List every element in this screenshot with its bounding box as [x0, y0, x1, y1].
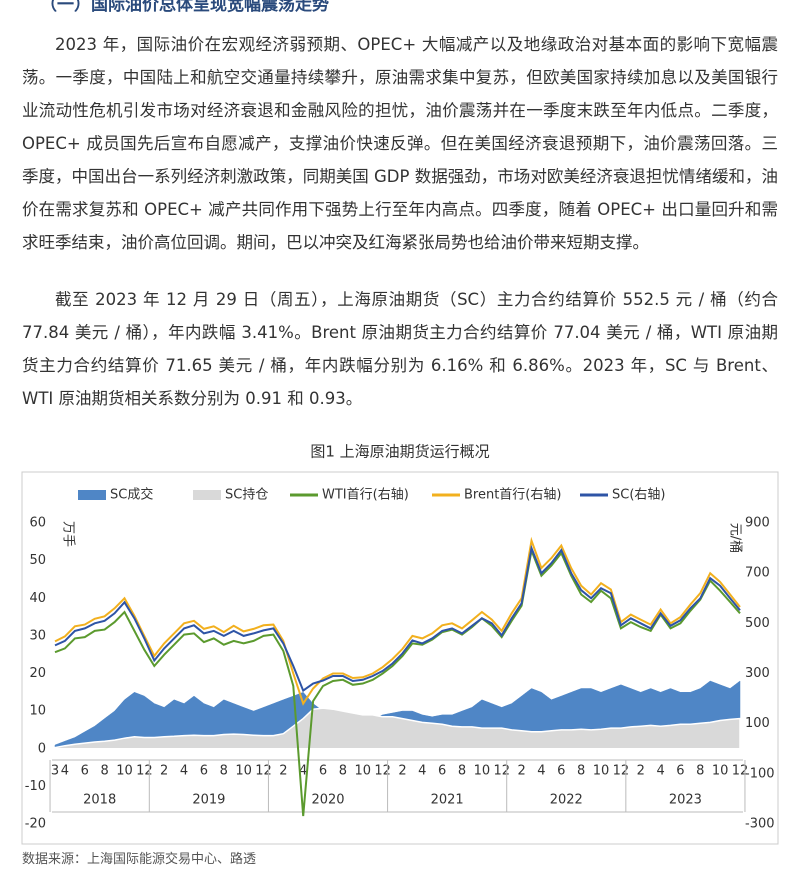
- x-tick-label: 12: [613, 764, 630, 779]
- y2-tick-label: 900: [745, 516, 770, 531]
- y-tick-label: -10: [25, 779, 46, 794]
- year-label: 2022: [550, 793, 583, 808]
- y-tick-label: 50: [29, 553, 46, 568]
- x-tick-label: 4: [299, 764, 307, 779]
- x-tick-label: 8: [696, 764, 704, 779]
- year-label: 2019: [192, 793, 225, 808]
- y-tick-label: 20: [29, 666, 46, 681]
- legend-swatch: [193, 490, 221, 500]
- x-tick-label: 8: [220, 764, 228, 779]
- x-tick-label: 4: [656, 764, 664, 779]
- x-tick-label: 6: [438, 764, 446, 779]
- year-label: 2023: [669, 793, 702, 808]
- x-tick-label: 12: [732, 764, 749, 779]
- chart: 图1 上海原油期货运行概况 万手 元/桶 -20-100102030405060…: [21, 443, 779, 845]
- line: [54, 544, 741, 693]
- x-tick-label: 12: [255, 764, 272, 779]
- y2-axis-label: 元/桶: [728, 523, 743, 553]
- year-label: 2018: [83, 793, 116, 808]
- x-tick-label: 8: [458, 764, 466, 779]
- legend-label: SC持仓: [225, 488, 268, 503]
- y-axis-label: 万手: [61, 521, 76, 547]
- y-tick-label: -20: [25, 817, 46, 832]
- y2-tick-label: 300: [745, 666, 770, 681]
- x-tick-label: 8: [339, 764, 347, 779]
- x-tick-label: 10: [474, 764, 491, 779]
- y2-tick-label: 500: [745, 616, 770, 631]
- x-tick-label: 10: [593, 764, 610, 779]
- x-tick-label: 2: [398, 764, 406, 779]
- x-tick-label: 6: [319, 764, 327, 779]
- x-tick-label: 2: [279, 764, 287, 779]
- area: [54, 707, 741, 750]
- x-tick-label: 10: [116, 764, 133, 779]
- x-tick-label: 12: [374, 764, 391, 779]
- legend-label: SC(右轴): [612, 488, 665, 503]
- paragraph: 2023 年，国际油价在宏观经济弱预期、OPEC+ 大幅减产以及地缘政治对基本面…: [22, 35, 778, 252]
- year-label: 2020: [311, 793, 344, 808]
- x-tick-label: 10: [235, 764, 252, 779]
- y2-tick-label: 700: [745, 566, 770, 581]
- x-tick-label: 6: [676, 764, 684, 779]
- x-tick-label: 4: [537, 764, 545, 779]
- x-tick-label: 2: [517, 764, 525, 779]
- x-tick-label: 12: [136, 764, 153, 779]
- y-tick-label: 10: [29, 704, 46, 719]
- x-tick-label: 12: [493, 764, 510, 779]
- legend-label: SC成交: [110, 487, 153, 503]
- x-tick-label: 3: [51, 764, 59, 779]
- chart-title: 图1 上海原油期货运行概况: [310, 443, 489, 461]
- line: [54, 546, 741, 817]
- x-tick-label: 10: [712, 764, 729, 779]
- legend-swatch: [78, 490, 106, 500]
- x-tick-label: 4: [418, 764, 426, 779]
- legend-label: Brent首行(右轴): [464, 488, 561, 503]
- x-tick-label: 4: [61, 764, 69, 779]
- paragraph: 截至 2023 年 12 月 29 日（周五），上海原油期货（SC）主力合约结算…: [22, 290, 778, 408]
- line: [54, 536, 741, 706]
- x-tick-label: 8: [100, 764, 108, 779]
- x-tick-label: 2: [160, 764, 168, 779]
- y-tick-label: 60: [29, 516, 46, 531]
- source-note: 数据来源：上海国际能源交易中心、路透: [22, 852, 257, 867]
- chart-frame: [21, 471, 779, 845]
- y-tick-label: 0: [38, 741, 46, 756]
- y2-tick-label: -300: [745, 817, 775, 832]
- legend-label: WTI首行(右轴): [322, 488, 409, 503]
- y2-tick-label: 100: [745, 716, 770, 731]
- x-tick-label: 2: [637, 764, 645, 779]
- y2-tick-label: -100: [745, 766, 775, 781]
- x-tick-label: 10: [354, 764, 371, 779]
- x-tick-label: 4: [180, 764, 188, 779]
- section-heading: （一）国际油价总体呈现宽幅震荡走势: [40, 0, 329, 15]
- x-tick-label: 6: [81, 764, 89, 779]
- x-tick-label: 6: [200, 764, 208, 779]
- year-label: 2021: [431, 793, 464, 808]
- y-tick-label: 40: [29, 591, 46, 606]
- y-tick-label: 30: [29, 628, 46, 643]
- x-tick-label: 6: [557, 764, 565, 779]
- x-tick-label: 8: [577, 764, 585, 779]
